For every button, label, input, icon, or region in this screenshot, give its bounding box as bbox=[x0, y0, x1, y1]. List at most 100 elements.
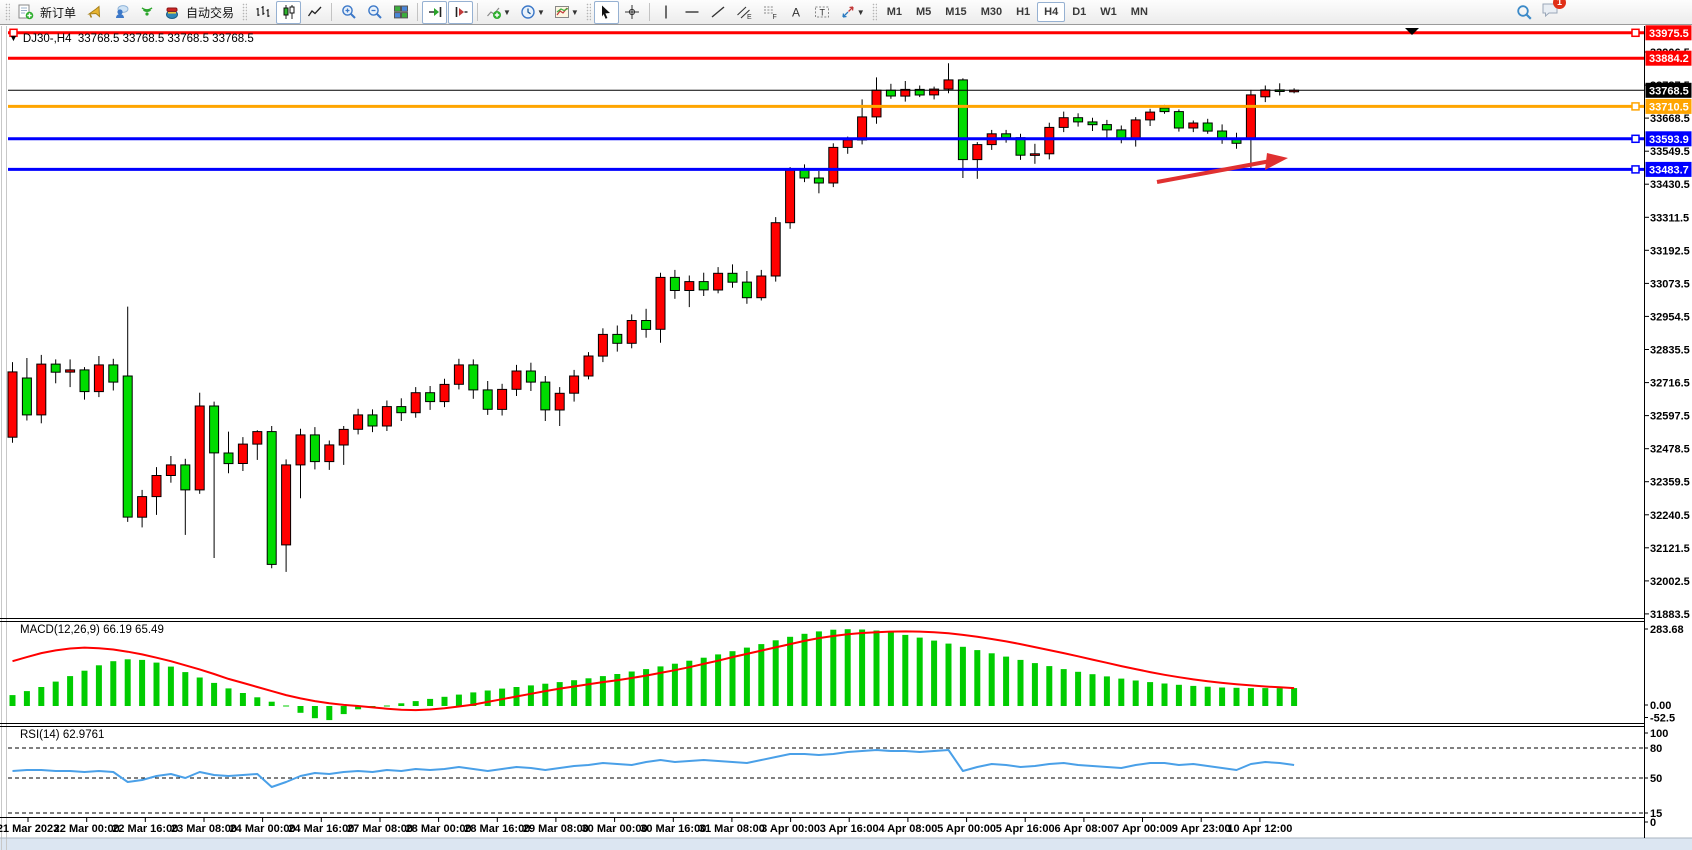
macd-histogram-bar bbox=[225, 688, 232, 706]
candle-body bbox=[828, 146, 839, 184]
equidistant-channel-icon: E bbox=[737, 6, 752, 20]
arrow-annotation[interactable] bbox=[1156, 159, 1269, 184]
candle-body bbox=[885, 89, 896, 97]
price-tick-label: 32478.5 bbox=[1650, 444, 1690, 456]
macd-histogram-bar bbox=[167, 666, 174, 706]
cursor-icon bbox=[602, 5, 611, 19]
candle-body bbox=[468, 364, 479, 391]
candle-body bbox=[698, 281, 709, 291]
zoom-in-button[interactable] bbox=[336, 1, 361, 24]
megaphone-button[interactable] bbox=[82, 1, 107, 24]
zoom-out-icon bbox=[367, 5, 382, 19]
timeframe-button-H4[interactable]: H4 bbox=[1037, 2, 1066, 22]
candle-body bbox=[554, 392, 565, 411]
timeframe-button-M15[interactable]: M15 bbox=[945, 6, 967, 18]
timeframe-button-M30[interactable]: M30 bbox=[980, 6, 1003, 18]
candle-body bbox=[1101, 124, 1112, 131]
mql5-community-button[interactable] bbox=[108, 1, 133, 24]
time-tick-label: 9 Apr 23:00 bbox=[1172, 823, 1231, 835]
arrows-button[interactable]: ▼ bbox=[836, 1, 869, 24]
trendline-button[interactable] bbox=[706, 1, 731, 24]
price-tick-label: 33430.5 bbox=[1650, 179, 1690, 191]
candle-body bbox=[353, 414, 364, 430]
candle-body bbox=[194, 405, 205, 491]
macd-histogram-bar bbox=[196, 677, 203, 706]
signals-button[interactable] bbox=[134, 1, 159, 24]
chevron-down-icon: ▼ bbox=[856, 7, 865, 17]
candle-body bbox=[324, 444, 335, 463]
notifications-button[interactable]: 1 bbox=[1541, 0, 1566, 23]
search-icon[interactable] bbox=[1516, 4, 1533, 21]
timeframe-button-H1[interactable]: H1 bbox=[1016, 6, 1031, 18]
candle-body bbox=[626, 320, 637, 344]
auto-scroll-button[interactable] bbox=[422, 0, 448, 24]
level-price-label: 33483.7 bbox=[1649, 164, 1689, 176]
candlestick-chart-button[interactable] bbox=[276, 0, 302, 24]
vertical-line-button[interactable] bbox=[654, 1, 679, 24]
line-drag-handle[interactable] bbox=[1631, 102, 1640, 111]
macd-histogram-bar bbox=[844, 629, 851, 706]
equidistant-channel-button[interactable]: E bbox=[732, 1, 757, 24]
macd-histogram-bar bbox=[326, 706, 333, 721]
line-drag-handle[interactable] bbox=[1631, 28, 1640, 38]
time-tick-label: 6 Apr 08:00 bbox=[1054, 823, 1113, 835]
macd-histogram-bar bbox=[1175, 684, 1182, 706]
candle-body bbox=[842, 139, 853, 148]
candle-body bbox=[799, 169, 810, 179]
bar-chart-button[interactable] bbox=[250, 1, 275, 24]
line-drag-handle[interactable] bbox=[1631, 134, 1640, 144]
auto-scroll-icon bbox=[428, 7, 441, 17]
candle-body bbox=[36, 363, 47, 416]
macd-histogram-bar bbox=[1219, 687, 1226, 706]
candle-body bbox=[482, 389, 493, 410]
price-tick-label: 33668.5 bbox=[1650, 113, 1690, 125]
autotrading-button[interactable] bbox=[160, 1, 184, 24]
timeframe-button-M5[interactable]: M5 bbox=[916, 6, 932, 18]
templates-button[interactable]: ▼ bbox=[550, 1, 583, 24]
candle-body bbox=[785, 169, 796, 224]
timeframe-button-D1[interactable]: D1 bbox=[1072, 6, 1087, 18]
macd-histogram-bar bbox=[959, 646, 966, 706]
indicators-button[interactable]: ▼ bbox=[482, 1, 515, 24]
line-drag-handle[interactable] bbox=[9, 28, 18, 38]
chart-shift-button[interactable] bbox=[448, 0, 474, 24]
timeframe-toolbar: M1 M5 M15 M30 H1 H4 D1 W1 MN bbox=[880, 2, 1155, 22]
candle-body bbox=[137, 496, 148, 518]
fibonacci-button[interactable]: F bbox=[758, 1, 783, 24]
candle-body bbox=[497, 388, 508, 410]
macd-histogram-bar bbox=[139, 659, 146, 706]
candle-body bbox=[338, 428, 349, 446]
line-drag-handle[interactable] bbox=[1631, 165, 1640, 174]
candle-body bbox=[713, 272, 724, 291]
periods-button[interactable]: ▼ bbox=[516, 1, 549, 24]
text-button[interactable]: A bbox=[784, 1, 809, 24]
candle-body bbox=[309, 434, 320, 463]
new-order-button[interactable] bbox=[13, 1, 38, 24]
zoom-out-button[interactable] bbox=[362, 1, 387, 24]
macd-histogram-bar bbox=[441, 696, 448, 706]
horizontal-line-button[interactable] bbox=[680, 1, 705, 24]
svg-text:F: F bbox=[773, 14, 777, 20]
macd-histogram-bar bbox=[67, 676, 74, 706]
text-label-button[interactable]: T bbox=[810, 1, 835, 24]
price-level-label-box bbox=[1645, 131, 1692, 147]
candle-body bbox=[180, 464, 191, 491]
crosshair-button[interactable] bbox=[620, 1, 645, 24]
timeframe-button-MN[interactable]: MN bbox=[1130, 6, 1148, 18]
rsi-indicator-label: RSI(14) 62.9761 bbox=[20, 729, 105, 741]
timeframe-button-W1[interactable]: W1 bbox=[1100, 6, 1117, 18]
timeframe-button-M1[interactable]: M1 bbox=[886, 6, 902, 18]
candle-body bbox=[425, 392, 436, 403]
new-order-label[interactable]: 新订单 bbox=[40, 5, 77, 20]
macd-histogram-bar bbox=[830, 629, 837, 706]
chart-shift-marker[interactable] bbox=[1405, 28, 1419, 35]
autotrading-label[interactable]: 自动交易 bbox=[186, 5, 235, 20]
tile-windows-button[interactable] bbox=[388, 1, 413, 24]
symbol-dropdown-icon[interactable]: ▼ bbox=[9, 33, 18, 43]
price-tick-label: 33073.5 bbox=[1650, 278, 1690, 290]
line-chart-button[interactable] bbox=[302, 1, 327, 24]
candle-body bbox=[281, 464, 292, 546]
cursor-button[interactable] bbox=[593, 0, 619, 24]
